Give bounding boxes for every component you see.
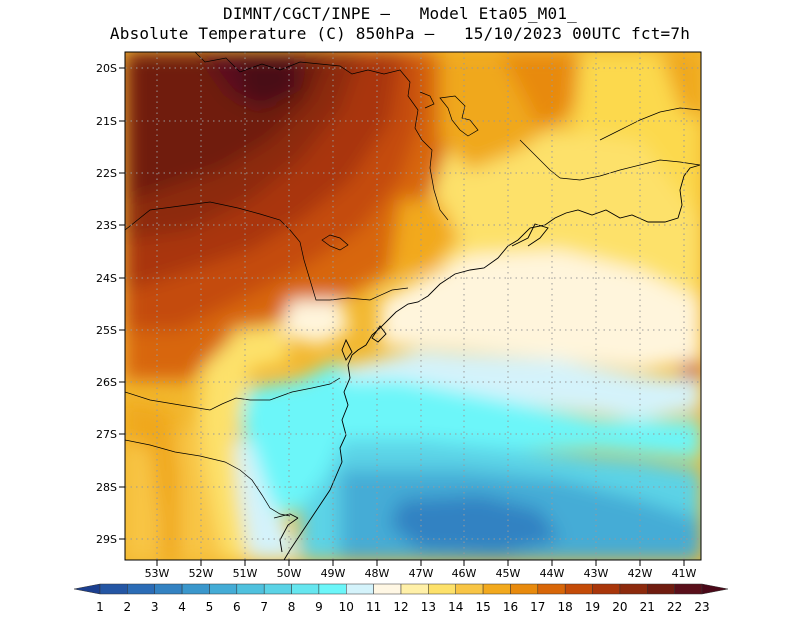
lat-label-20s: 20S [96, 62, 117, 75]
colorbar-swatch [291, 583, 320, 595]
colorbar-swatch [455, 583, 484, 595]
lat-label-27s: 27S [96, 428, 117, 441]
colorbar-label: 16 [503, 600, 518, 614]
lon-label-50w: 50W [277, 567, 302, 580]
colorbar-label: 18 [558, 600, 573, 614]
lon-label-45w: 45W [496, 567, 521, 580]
colorbar-swatch [428, 583, 456, 595]
coastline [273, 164, 701, 560]
colorbar-swatch [181, 583, 210, 595]
colorbar-label: 19 [585, 600, 600, 614]
map-title-line-1: DIMNT/CGCT/INPE – Model Eta05_M01_ [223, 4, 577, 23]
colorbar-swatch [373, 583, 402, 595]
lon-label-47w: 47W [409, 567, 434, 580]
lat-label-21s: 21S [96, 115, 117, 128]
lon-label-48w: 48W [365, 567, 390, 580]
latitude-axis: 20S 21S 22S 23S 24S 25S 26S 27S 28S 29S [96, 62, 125, 546]
colorbar-swatch [127, 583, 155, 595]
colorbar-label: 11 [366, 600, 381, 614]
lon-label-42w: 42W [628, 567, 653, 580]
lat-label-25s: 25S [96, 324, 117, 337]
colorbar-label: 8 [288, 600, 296, 614]
longitude-axis: 53W 52W 51W 50W 49W 48W 47W 46W 45W 44W … [145, 560, 697, 580]
temperature-field [125, 52, 701, 560]
colorbar-label: 23 [694, 600, 709, 614]
colorbar-swatch [647, 583, 675, 595]
colorbar-swatch [318, 583, 347, 595]
colorbar-swatch [400, 583, 429, 595]
colorbar-swatch [537, 583, 566, 595]
lon-label-49w: 49W [321, 567, 346, 580]
colorbar-label: 17 [530, 600, 545, 614]
lon-label-53w: 53W [145, 567, 170, 580]
colorbar-label: 20 [612, 600, 627, 614]
colorbar-label: 6 [233, 600, 241, 614]
map-frame [124, 51, 702, 561]
colorbar-swatch [236, 583, 265, 595]
colorbar-label: 9 [315, 600, 323, 614]
graticule [125, 52, 701, 560]
lat-label-28s: 28S [96, 481, 117, 494]
colorbar-label: 3 [151, 600, 159, 614]
colorbar: 1 2 3 4 5 6 7 8 9 10 11 12 13 14 15 16 17 18 19 20 21 22 23 [73, 583, 729, 614]
lat-label-22s: 22S [96, 167, 117, 180]
colorbar-swatch [209, 583, 238, 595]
lon-label-46w: 46W [452, 567, 477, 580]
state-borders [125, 52, 701, 517]
colorbar-label: 13 [421, 600, 436, 614]
colorbar-swatch [154, 583, 183, 595]
colorbar-swatch [510, 583, 539, 595]
colorbar-arrow-low [73, 583, 101, 595]
lat-label-29s: 29S [96, 533, 117, 546]
colorbar-swatch [619, 583, 648, 595]
colorbar-swatch [592, 583, 621, 595]
colorbar-label: 14 [448, 600, 463, 614]
lon-label-41w: 41W [672, 567, 697, 580]
colorbar-label: 12 [393, 600, 408, 614]
lat-label-26s: 26S [96, 376, 117, 389]
colorbar-label: 21 [640, 600, 655, 614]
map-title-line-2: Absolute Temperature (C) 850hPa – 15/10/… [109, 24, 691, 43]
lon-label-44w: 44W [540, 567, 565, 580]
lat-label-23s: 23S [96, 219, 117, 232]
colorbar-swatch [263, 583, 292, 595]
lon-label-51w: 51W [233, 567, 258, 580]
colorbar-label: 2 [124, 600, 132, 614]
colorbar-label: 1 [96, 600, 104, 614]
colorbar-swatch [346, 583, 374, 595]
colorbar-label: 4 [178, 600, 186, 614]
colorbar-label: 5 [206, 600, 214, 614]
lon-label-43w: 43W [584, 567, 609, 580]
colorbar-swatch [482, 583, 511, 595]
lat-label-24s: 24S [96, 272, 117, 285]
colorbar-swatch [99, 583, 128, 595]
colorbar-swatch [564, 583, 593, 595]
colorbar-label: 10 [339, 600, 354, 614]
colorbar-arrow-high [701, 583, 729, 595]
lon-label-52w: 52W [189, 567, 214, 580]
colorbar-label: 7 [260, 600, 268, 614]
colorbar-label: 15 [475, 600, 490, 614]
colorbar-swatch [674, 583, 703, 595]
colorbar-label: 22 [667, 600, 682, 614]
